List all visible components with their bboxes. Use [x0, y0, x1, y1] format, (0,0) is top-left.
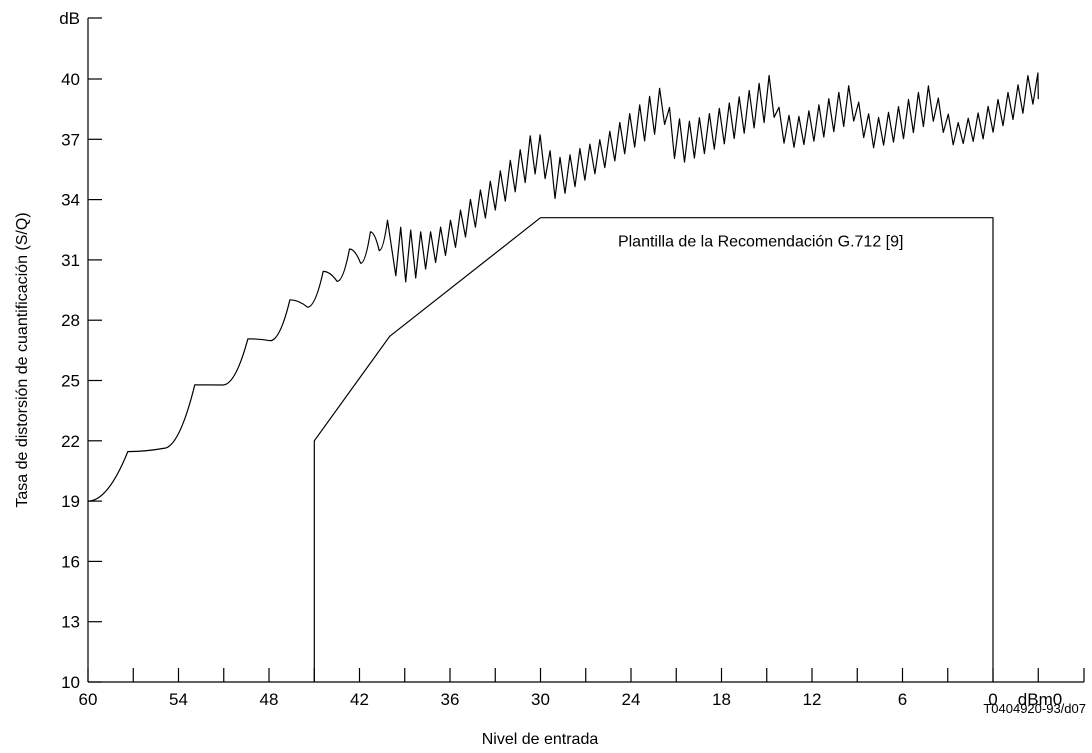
- x-tick-label: 48: [260, 690, 279, 709]
- x-tick-label: 36: [441, 690, 460, 709]
- x-tick-label: 60: [79, 690, 98, 709]
- y-tick-label: 40: [61, 70, 80, 89]
- series-line-sq-ratio: [87, 72, 1039, 502]
- mask-annotation: Plantilla de la Recomendación G.712 [9]: [618, 234, 904, 251]
- x-tick-label: 54: [169, 690, 188, 709]
- y-tick-label: 25: [61, 372, 80, 391]
- y-tick-label: 37: [61, 130, 80, 149]
- x-tick-label: 0: [988, 690, 997, 709]
- figure-code: T0404920-93/d07: [983, 701, 1086, 716]
- y-unit-label: dB: [59, 9, 80, 28]
- y-ticks: 10 13 16 19 22 25 28 31 34 37 40: [61, 17, 102, 692]
- y-tick-label: 22: [61, 432, 80, 451]
- x-tick-label: 6: [898, 690, 907, 709]
- series-line-g712-mask: [313, 217, 994, 682]
- y-tick-label: 16: [61, 552, 80, 571]
- y-tick-label: 19: [61, 492, 80, 511]
- y-tick-label: 34: [61, 191, 80, 210]
- y-axis-title: Tasa de distorsión de cuantificación (S/…: [14, 212, 31, 507]
- y-tick-label: 28: [61, 311, 80, 330]
- x-tick-label: 12: [803, 690, 822, 709]
- y-tick-label: 10: [61, 673, 80, 692]
- x-tick-label: 30: [531, 690, 550, 709]
- x-tick-label: 18: [712, 690, 731, 709]
- x-tick-label: 42: [350, 690, 369, 709]
- x-ticks: 60 54 48 42 36 30 24 18 12 6 0: [79, 668, 1085, 709]
- x-unit-label: dBm0: [1018, 690, 1062, 709]
- y-tick-label: 13: [61, 613, 80, 632]
- x-tick-label: 24: [622, 690, 641, 709]
- x-axis-title: Nivel de entrada: [482, 731, 599, 748]
- y-tick-label: 31: [61, 251, 80, 270]
